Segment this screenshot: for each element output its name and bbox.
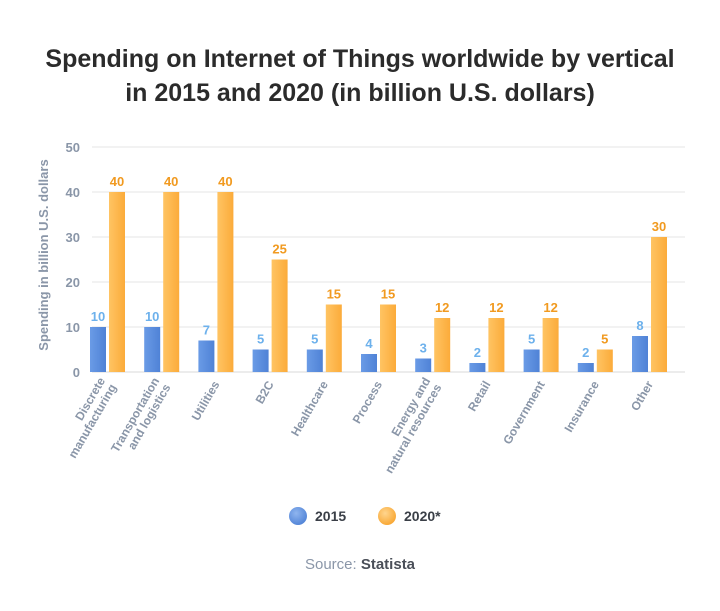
- y-tick-label-50: 50: [66, 140, 80, 155]
- data-label-2020-1: 40: [164, 174, 178, 189]
- bar-2020-6: [434, 318, 451, 372]
- data-label-2015-10: 8: [636, 318, 643, 333]
- data-label-2015-2: 7: [203, 323, 210, 338]
- bar-2020-8: [542, 318, 559, 372]
- data-label-2020-2: 40: [218, 174, 232, 189]
- data-label-2020-7: 12: [489, 300, 503, 315]
- y-axis-label: Spending in billion U.S. dollars: [36, 159, 51, 350]
- source-label: Source:: [304, 556, 357, 573]
- y-tick-label-40: 40: [66, 185, 80, 200]
- x-tick-label-2: Utilities: [189, 378, 223, 423]
- bar-2020-9: [596, 349, 613, 372]
- y-tick-label-20: 20: [66, 275, 80, 290]
- bar-2015-0: [90, 327, 106, 372]
- x-tick-label-line: Government: [500, 379, 547, 447]
- data-label-2015-0: 10: [91, 309, 105, 324]
- chart-title-line-2: in 2015 and 2020 (in billion U.S. dollar…: [125, 79, 595, 107]
- bar-2015-5: [361, 354, 377, 372]
- x-tick-label-line: Retail: [465, 379, 493, 414]
- bar-2015-7: [469, 363, 486, 372]
- source-credit: Source: Statista: [0, 556, 720, 573]
- bar-2020-2: [217, 192, 234, 372]
- legend-marker-2015: [289, 507, 307, 525]
- data-label-2015-7: 2: [474, 345, 481, 360]
- legend-label-2015: 2015: [315, 508, 346, 524]
- data-label-2020-4: 15: [327, 287, 341, 302]
- data-label-2020-10: 30: [652, 219, 666, 234]
- legend-label-2020: 2020*: [404, 508, 441, 524]
- bar-2020-5: [380, 304, 396, 372]
- data-label-2020-5: 15: [381, 287, 395, 302]
- data-label-2015-1: 10: [145, 309, 159, 324]
- bar-2020-3: [271, 259, 288, 372]
- x-tick-label-line: Process: [350, 378, 386, 426]
- y-tick-label-30: 30: [66, 230, 80, 245]
- x-tick-label-8: Government: [500, 379, 547, 447]
- y-tick-label-0: 0: [73, 365, 80, 380]
- data-label-2020-0: 40: [110, 174, 124, 189]
- x-tick-label-4: Healthcare: [288, 378, 331, 438]
- x-tick-label-line: Insurance: [561, 378, 602, 434]
- bar-2015-9: [577, 363, 594, 372]
- data-label-2015-3: 5: [257, 332, 264, 347]
- bars: [90, 192, 667, 372]
- bar-2015-4: [306, 349, 323, 372]
- x-tick-label-1: Transportationand logistics: [108, 375, 174, 462]
- x-tick-label-9: Insurance: [561, 378, 602, 434]
- source-name: Statista: [360, 556, 416, 573]
- bar-2015-1: [144, 327, 161, 372]
- bar-2015-10: [632, 336, 648, 372]
- legend-marker-2020: [378, 507, 396, 525]
- x-tick-label-line: B2C: [253, 378, 277, 406]
- bar-2020-4: [325, 304, 342, 372]
- bar-2020-10: [651, 237, 667, 372]
- y-tick-labels: 0 10 20 30 40 50: [66, 140, 80, 380]
- data-label-2015-9: 2: [582, 345, 589, 360]
- bar-2015-8: [523, 349, 540, 372]
- data-label-2020-6: 12: [435, 300, 449, 315]
- data-label-2015-6: 3: [420, 341, 427, 356]
- bar-2020-1: [163, 192, 180, 372]
- bar-2020-7: [488, 318, 505, 372]
- bar-chart: 0 10 20 30 40 50 Spending in billion U.S. dol…: [36, 140, 685, 525]
- data-label-2015-4: 5: [311, 332, 318, 347]
- x-tick-label-3: B2C: [253, 378, 277, 406]
- bar-2020-0: [109, 192, 125, 372]
- y-tick-label-10: 10: [66, 320, 80, 335]
- data-label-2015-5: 4: [365, 336, 373, 351]
- chart-title: Spending on Internet of Things worldwide…: [0, 42, 720, 110]
- data-label-2020-3: 25: [272, 242, 286, 257]
- data-label-2015-8: 5: [528, 332, 535, 347]
- x-tick-label-line: Other: [628, 378, 656, 413]
- data-label-2020-8: 12: [543, 300, 557, 315]
- data-label-2020-9: 5: [601, 332, 608, 347]
- x-tick-label-10: Other: [628, 378, 656, 413]
- bar-2015-2: [198, 340, 215, 372]
- x-tick-label-line: Healthcare: [288, 378, 331, 438]
- x-tick-label-7: Retail: [465, 379, 493, 414]
- bar-2015-6: [415, 358, 432, 372]
- x-tick-label-5: Process: [350, 378, 386, 426]
- chart-title-line-1: Spending on Internet of Things worldwide…: [45, 45, 675, 73]
- legend: 2015 2020*: [289, 507, 441, 525]
- bar-2015-3: [252, 349, 269, 372]
- x-tick-label-line: Utilities: [189, 378, 223, 423]
